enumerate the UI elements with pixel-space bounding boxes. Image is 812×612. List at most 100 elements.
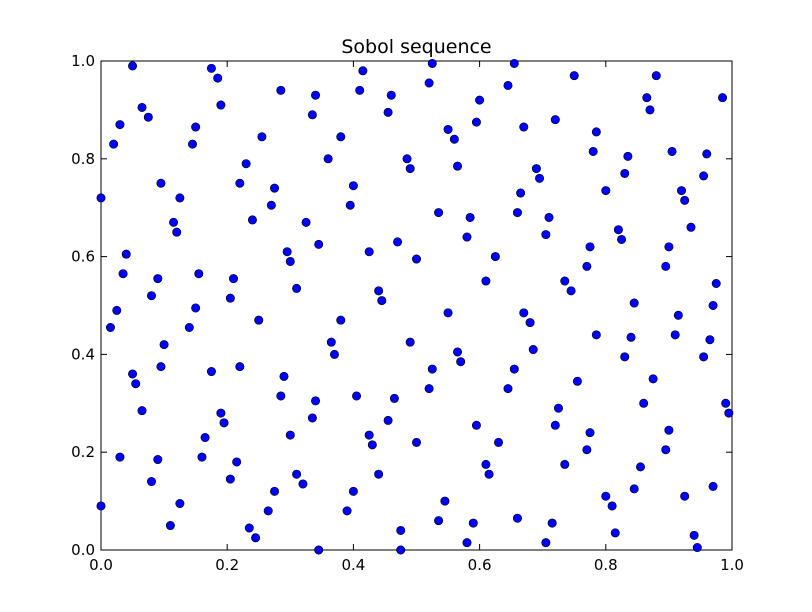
scatter-point xyxy=(247,215,257,225)
scatter-point xyxy=(465,212,475,222)
scatter-point xyxy=(617,234,627,244)
scatter-point xyxy=(601,491,611,501)
scatter-point xyxy=(374,286,384,296)
axis-ticks: 0.0 0.2 0.4 0.6 0.8 1.0 0.0 0.2 0.4 0.6 0.8 1.0 xyxy=(71,52,744,574)
x-tick-label: 0.0 xyxy=(89,556,113,574)
scatter-point xyxy=(175,499,185,509)
scatter-point xyxy=(169,217,179,227)
scatter-point xyxy=(216,408,226,418)
scatter-point xyxy=(535,173,545,183)
scatter-point xyxy=(355,85,365,95)
scatter-point xyxy=(146,291,156,301)
scatter-point xyxy=(411,437,421,447)
scatter-point xyxy=(206,367,216,377)
x-tick-label: 1.0 xyxy=(720,556,744,574)
scatter-point xyxy=(393,237,403,247)
scatter-point xyxy=(629,484,639,494)
scatter-point xyxy=(229,274,239,284)
scatter-point xyxy=(503,384,513,394)
scatter-point xyxy=(453,161,463,171)
scatter-point xyxy=(541,538,551,548)
scatter-point xyxy=(667,146,677,156)
scatter-point xyxy=(266,200,276,210)
scatter-point xyxy=(724,408,734,418)
scatter-point xyxy=(194,269,204,279)
scatter-point xyxy=(661,445,671,455)
scatter-point xyxy=(374,469,384,479)
scatter-point xyxy=(468,518,478,528)
scatter-point xyxy=(314,545,324,555)
scatter-point xyxy=(490,252,500,262)
scatter-point xyxy=(670,330,680,340)
scatter-point xyxy=(165,521,175,531)
scatter-point xyxy=(270,486,280,496)
scatter-point xyxy=(471,117,481,127)
scatter-point xyxy=(345,200,355,210)
scatter-point xyxy=(159,340,169,350)
x-tick-label: 0.8 xyxy=(594,556,618,574)
scatter-point xyxy=(292,283,302,293)
scatter-point xyxy=(582,445,592,455)
scatter-point xyxy=(143,112,153,122)
scatter-point xyxy=(282,247,292,257)
scatter-point xyxy=(115,120,125,130)
y-tick-label: 0.2 xyxy=(71,443,95,461)
scatter-point xyxy=(462,232,472,242)
scatter-point xyxy=(424,78,434,88)
scatter-point xyxy=(547,518,557,528)
scatter-point xyxy=(623,151,633,161)
scatter-point xyxy=(358,66,368,76)
scatter-point xyxy=(137,406,147,416)
scatter-point xyxy=(424,384,434,394)
scatter-point xyxy=(386,90,396,100)
scatter-point xyxy=(279,371,289,381)
scatter-point xyxy=(601,186,611,196)
scatter-point xyxy=(541,230,551,240)
scatter-point xyxy=(449,134,459,144)
scatter-point xyxy=(323,154,333,164)
scatter-point xyxy=(156,362,166,372)
scatter-point xyxy=(560,459,570,469)
plot-area xyxy=(100,60,733,551)
scatter-point xyxy=(244,523,254,533)
scatter-point xyxy=(342,506,352,516)
y-tick-label: 0.4 xyxy=(71,345,95,363)
scatter-point xyxy=(585,242,595,252)
scatter-point xyxy=(191,122,201,132)
scatter-point xyxy=(311,90,321,100)
x-tick-label: 0.2 xyxy=(215,556,239,574)
scatter-point xyxy=(146,477,156,487)
scatter-point xyxy=(301,217,311,227)
scatter-point xyxy=(645,105,655,115)
scatter-point xyxy=(560,276,570,286)
scatter-point xyxy=(572,376,582,386)
scatter-point xyxy=(610,528,620,538)
scatter-point xyxy=(352,391,362,401)
scatter-point xyxy=(588,146,598,156)
scatter-point xyxy=(591,127,601,137)
scatter-point xyxy=(661,261,671,271)
scatter-point xyxy=(187,139,197,149)
scatter-point xyxy=(692,543,702,553)
scatter-point xyxy=(591,330,601,340)
scatter-point xyxy=(326,337,336,347)
scatter-point xyxy=(263,506,273,516)
scatter-point xyxy=(528,345,538,355)
scatter-point xyxy=(471,420,481,430)
scatter-point xyxy=(128,369,138,379)
scatter-point xyxy=(443,308,453,318)
scatter-point xyxy=(443,124,453,134)
scatter-point xyxy=(402,154,412,164)
scatter-point xyxy=(689,530,699,540)
scatter-point xyxy=(519,122,529,132)
scatter-point xyxy=(105,323,115,333)
scatter-point xyxy=(131,379,141,389)
scatter-point xyxy=(566,286,576,296)
scatter-point xyxy=(629,298,639,308)
scatter-point xyxy=(298,479,308,489)
scatter-point xyxy=(251,533,261,543)
scatter-point xyxy=(197,452,207,462)
scatter-point xyxy=(427,364,437,374)
scatter-point xyxy=(257,132,267,142)
scatter-point xyxy=(367,440,377,450)
